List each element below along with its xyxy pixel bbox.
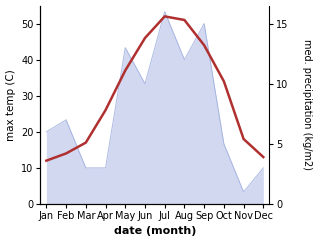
X-axis label: date (month): date (month)	[114, 227, 196, 236]
Y-axis label: med. precipitation (kg/m2): med. precipitation (kg/m2)	[302, 39, 313, 170]
Y-axis label: max temp (C): max temp (C)	[5, 69, 16, 141]
